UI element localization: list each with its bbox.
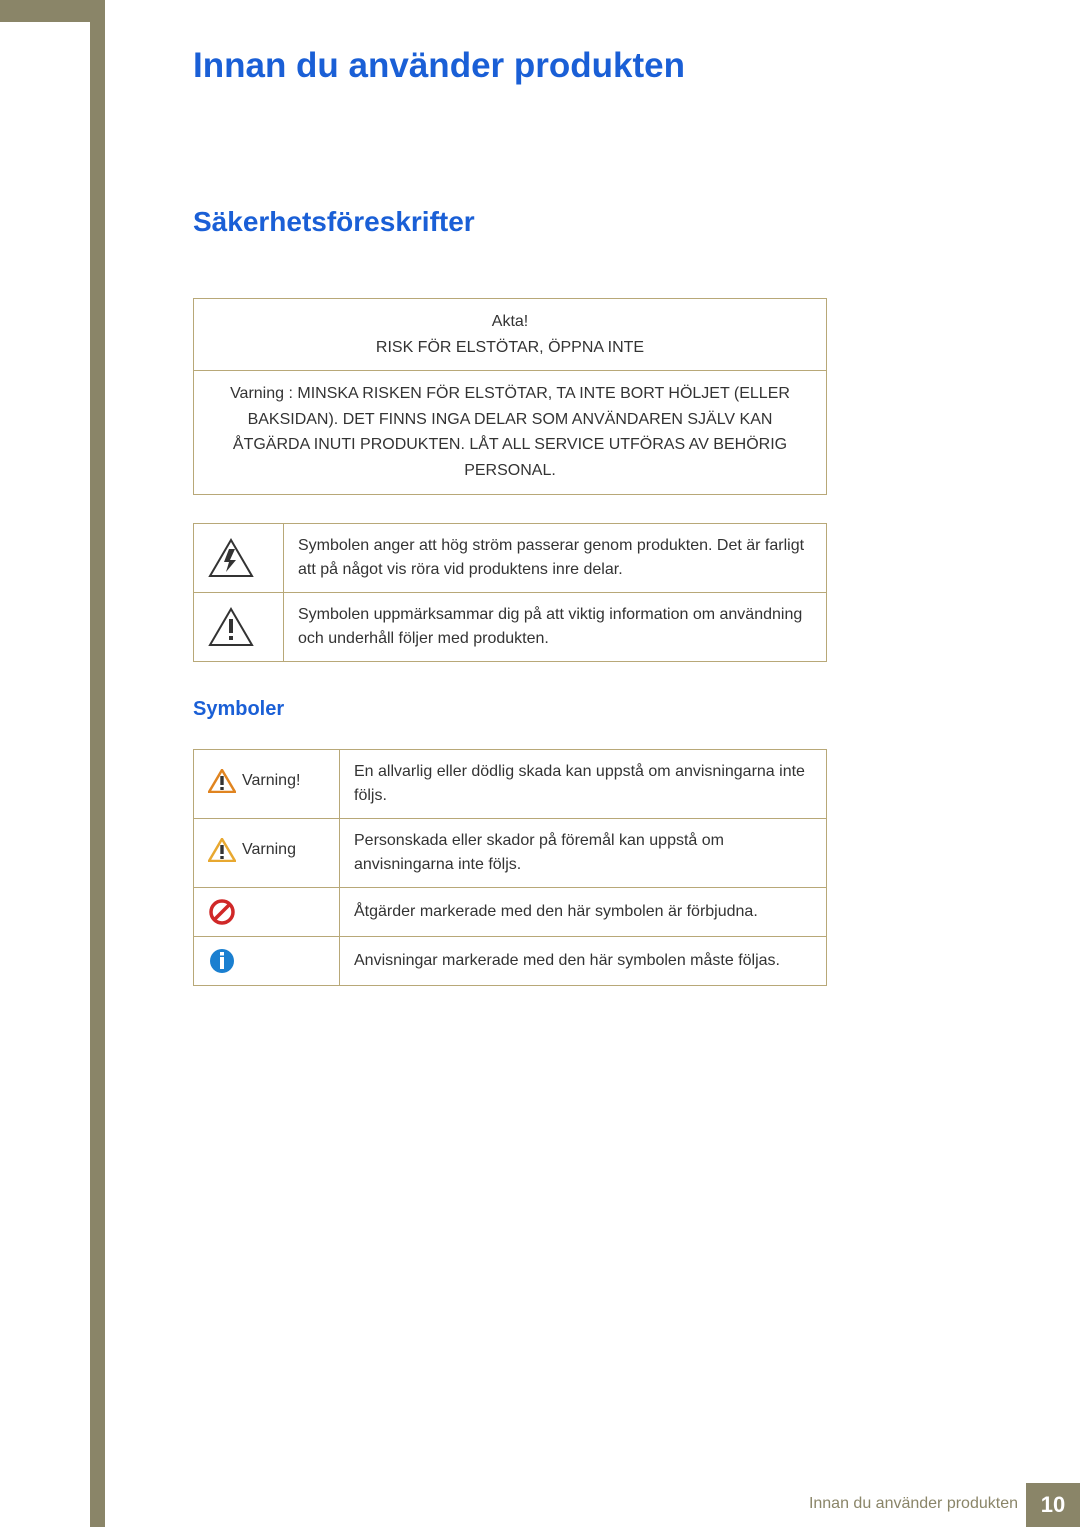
- caution-line1: Akta!: [492, 313, 528, 330]
- prohibited-cell: [194, 887, 340, 936]
- caution-line2: RISK FÖR ELSTÖTAR, ÖPPNA INTE: [376, 339, 644, 356]
- warning-severe-label: Varning!: [242, 772, 300, 790]
- warning-severe-cell: Varning!: [194, 749, 340, 818]
- symbols-heading: Symboler: [193, 698, 993, 721]
- caution-table: Akta! RISK FÖR ELSTÖTAR, ÖPPNA INTE Varn…: [193, 298, 827, 495]
- warning-cell: Varning: [194, 818, 340, 887]
- mandatory-text: Anvisningar markerade med den här symbol…: [340, 936, 827, 985]
- attention-text: Symbolen uppmärksammar dig på att viktig…: [284, 592, 827, 661]
- symbol-info-table: Symbolen anger att hög ström passerar ge…: [193, 523, 827, 662]
- info-mandatory-icon: [208, 947, 236, 975]
- attention-icon: [208, 607, 254, 647]
- warning-severe-text: En allvarlig eller dödlig skada kan upps…: [340, 749, 827, 818]
- warning-label: Varning: [242, 841, 296, 859]
- page-footer: Innan du använder produkten 10: [0, 1483, 1080, 1527]
- section-title: Säkerhetsföreskrifter: [193, 206, 993, 238]
- prohibited-text: Åtgärder markerade med den här symbolen …: [340, 887, 827, 936]
- caution-warning-cell: Varning : MINSKA RISKEN FÖR ELSTÖTAR, TA…: [194, 371, 827, 494]
- mandatory-cell: [194, 936, 340, 985]
- high-voltage-icon: [208, 538, 254, 578]
- warning-severe-icon: [208, 769, 236, 793]
- footer-chapter-label: Innan du använder produkten: [809, 1495, 1018, 1513]
- warning-text: Personskada eller skador på föremål kan …: [340, 818, 827, 887]
- page-content: Innan du använder produkten Säkerhetsför…: [193, 46, 993, 986]
- attention-icon-cell: [194, 592, 284, 661]
- voltage-icon-cell: [194, 523, 284, 592]
- caution-header-cell: Akta! RISK FÖR ELSTÖTAR, ÖPPNA INTE: [194, 299, 827, 371]
- warning-icon: [208, 838, 236, 862]
- page-title: Innan du använder produkten: [193, 46, 993, 86]
- left-margin-bar: [90, 0, 105, 1527]
- voltage-text: Symbolen anger att hög ström passerar ge…: [284, 523, 827, 592]
- symbols-table: Varning! En allvarlig eller dödlig skada…: [193, 749, 827, 986]
- page-number: 10: [1026, 1483, 1080, 1527]
- prohibited-icon: [208, 898, 236, 926]
